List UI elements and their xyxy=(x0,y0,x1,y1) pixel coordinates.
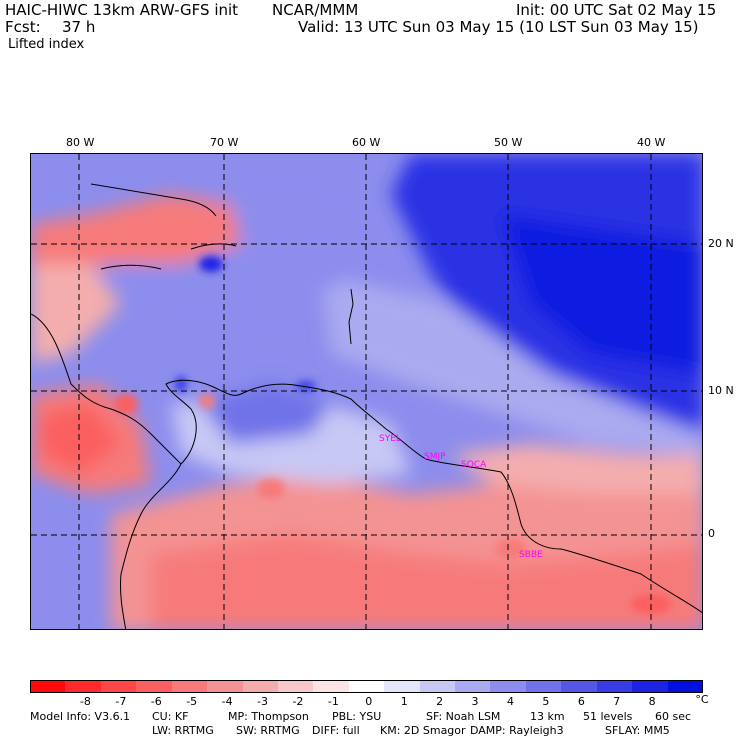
lon-label-80w: 80 W xyxy=(66,136,95,149)
colorbar-label: 7 xyxy=(613,695,621,708)
colorbar-label: 1 xyxy=(400,695,408,708)
colorbar-swatch xyxy=(632,680,669,693)
footer-item: SW: RRTMG xyxy=(236,724,300,737)
lon-label-50w: 50 W xyxy=(494,136,523,149)
colorbar-label: 5 xyxy=(542,695,550,708)
colorbar-label: 3 xyxy=(471,695,479,708)
colorbar-label: -1 xyxy=(327,695,339,708)
colorbar-swatch xyxy=(348,680,385,693)
footer-item: 13 km xyxy=(530,710,565,723)
station-label-soca: SOCA xyxy=(461,460,487,470)
footer-item: PBL: YSU xyxy=(332,710,382,723)
colorbar-swatch xyxy=(171,680,208,693)
convective-cells xyxy=(114,256,671,614)
colorbar-swatch xyxy=(100,680,137,693)
colorbar-label: -5 xyxy=(186,695,198,708)
model-title: HAIC-HIWC 13km ARW-GFS init xyxy=(5,1,239,19)
colorbar-swatch xyxy=(207,680,243,693)
lifted-index-field xyxy=(31,154,702,629)
footer-item: MP: Thompson xyxy=(228,710,309,723)
footer-item: SF: Noah LSM xyxy=(426,710,501,723)
colorbar-swatch xyxy=(419,680,456,693)
colorbar-swatch xyxy=(136,680,173,693)
colorbar-swatch xyxy=(455,680,491,693)
colorbar-label: -3 xyxy=(257,695,268,708)
colorbar-label: -7 xyxy=(115,695,127,708)
colorbar-label: 0 xyxy=(365,695,373,708)
coastlines xyxy=(31,183,702,629)
colorbar-swatch xyxy=(30,680,66,693)
footer-item: KM: 2D Smagor xyxy=(380,724,466,737)
colorbar-label: -8 xyxy=(79,695,91,708)
station-label-syel: SYEL xyxy=(379,434,401,444)
footer-item: 51 levels xyxy=(583,710,633,723)
colorbar-label: -4 xyxy=(221,695,233,708)
forecast-label: Fcst: xyxy=(5,18,41,36)
colorbar-label: 4 xyxy=(506,695,514,708)
colorbar-swatch xyxy=(596,680,633,693)
map-canvas: SYEL SMJP SOCA SBBE xyxy=(31,154,702,629)
station-label-sbbe: SBBE xyxy=(519,550,543,560)
org-label: NCAR/MMM xyxy=(272,1,359,19)
station-labels: SYEL SMJP SOCA SBBE xyxy=(379,434,543,560)
footer-item: DIFF: full xyxy=(312,724,360,737)
lifted-index-map: SYEL SMJP SOCA SBBE xyxy=(30,153,703,630)
colorbar-swatch xyxy=(561,680,598,693)
colorbar-label: -2 xyxy=(292,695,304,708)
colorbar-swatch xyxy=(384,680,421,693)
footer-item: Model Info: V3.6.1 xyxy=(30,710,131,723)
lon-label-60w: 60 W xyxy=(352,136,381,149)
colorbar-swatch xyxy=(242,680,279,693)
graticule xyxy=(31,154,702,629)
field-name: Lifted index xyxy=(8,37,85,52)
station-label-smjp: SMJP xyxy=(424,452,446,462)
colorbar xyxy=(30,680,704,693)
colorbar-swatch xyxy=(490,680,527,693)
footer-item: LW: RRTMG xyxy=(152,724,214,737)
footer-item: SFLAY: MM5 xyxy=(605,724,670,737)
init-time: Init: 00 UTC Sat 02 May 15 xyxy=(516,1,717,19)
colorbar-label: 6 xyxy=(577,695,585,708)
colorbar-swatch xyxy=(313,680,350,693)
colorbar-swatch xyxy=(667,680,704,693)
colorbar-swatch xyxy=(277,680,314,693)
footer-item: DAMP: Rayleigh3 xyxy=(470,724,564,737)
colorbar-unit: °C xyxy=(695,693,709,706)
colorbar-label: 8 xyxy=(648,695,656,708)
lon-label-40w: 40 W xyxy=(637,136,666,149)
footer-item: CU: KF xyxy=(152,710,189,723)
lon-label-70w: 70 W xyxy=(210,136,239,149)
forecast-hour: 37 h xyxy=(62,18,96,36)
valid-time: Valid: 13 UTC Sun 03 May 15 (10 LST Sun … xyxy=(298,18,699,36)
lat-label-10n: 10 N xyxy=(708,384,734,397)
lat-label-0: 0 xyxy=(708,527,715,540)
colorbar-label: 2 xyxy=(436,695,444,708)
colorbar-swatch xyxy=(525,680,562,693)
colorbar-label: -6 xyxy=(150,695,162,708)
lat-label-20n: 20 N xyxy=(708,237,734,250)
colorbar-swatch xyxy=(65,680,102,693)
footer-item: 60 sec xyxy=(655,710,692,723)
